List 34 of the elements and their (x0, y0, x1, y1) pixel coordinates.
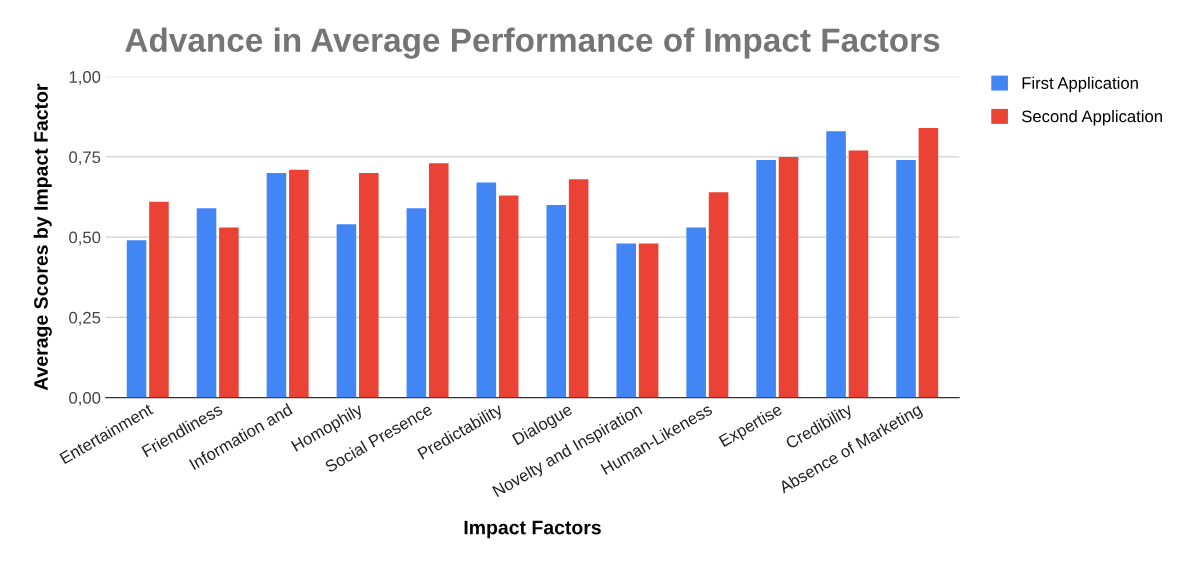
bar (126, 240, 147, 398)
bar (826, 131, 846, 398)
bar (359, 172, 379, 398)
legend-label: Second Application (1022, 110, 1162, 126)
bar (266, 172, 287, 398)
legend-label: First Application (1022, 76, 1138, 93)
y-tick-label: 0,75 (69, 151, 101, 166)
bar (406, 208, 427, 398)
bar (778, 156, 799, 398)
bar (428, 163, 449, 398)
bar (149, 201, 169, 398)
bar (568, 179, 589, 398)
bar (219, 227, 239, 398)
y-tick-label: 1,00 (69, 71, 101, 85)
x-axis-title: Impact Factors (464, 520, 601, 539)
bar (289, 169, 309, 398)
bar (896, 160, 916, 398)
bar (686, 227, 706, 398)
bar (616, 243, 637, 398)
bar (546, 205, 567, 398)
bar (196, 208, 217, 398)
bar (708, 192, 729, 398)
y-tick-label: 0,25 (69, 311, 101, 326)
bar (336, 224, 357, 398)
bar (638, 243, 659, 398)
bar (476, 182, 497, 398)
y-tick-label: 0,50 (69, 231, 101, 246)
bar (848, 150, 869, 398)
y-axis-title: Average Scores by Impact Factor (33, 83, 52, 391)
y-tick-label: 0,00 (69, 392, 101, 406)
bar (498, 195, 519, 398)
bar (756, 160, 776, 398)
chart-title: Advance in Average Performance of Impact Factors (125, 27, 940, 59)
bar (918, 128, 939, 398)
